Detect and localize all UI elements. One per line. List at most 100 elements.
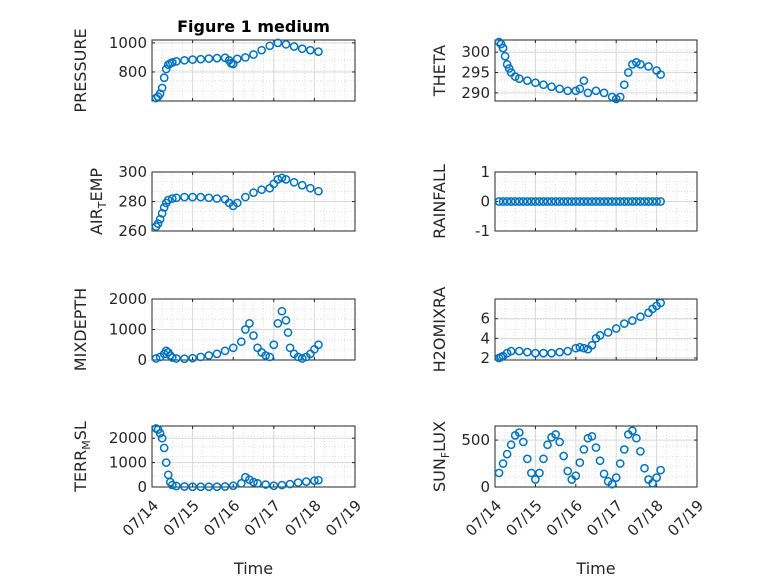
data-point: [644, 197, 653, 206]
data-point: [167, 58, 177, 67]
data-point: [514, 197, 524, 206]
data-point: [575, 84, 585, 94]
y-tick-label: 4: [480, 329, 490, 347]
data-point: [196, 352, 206, 362]
data-point: [652, 197, 661, 206]
data-point: [502, 197, 512, 206]
data-point: [563, 197, 573, 206]
y-tick-label: 300: [461, 43, 490, 61]
data-point: [615, 459, 625, 468]
axes-h2omixra: 2 46 H2OMIXRA: [430, 287, 698, 373]
y-tick-label: 0: [137, 478, 147, 496]
data-point: [232, 198, 242, 208]
data-point: [204, 193, 214, 203]
data-point: [599, 88, 609, 98]
data-point: [212, 53, 222, 63]
y-tick-label: 800: [118, 63, 147, 81]
data-point: [619, 197, 629, 206]
y-axis-label: H2OMIXRA: [430, 287, 449, 373]
data-point: [587, 340, 597, 350]
data-point: [636, 312, 645, 322]
data-point: [228, 481, 238, 491]
data-point: [551, 197, 560, 206]
axes-frame: [151, 39, 356, 102]
data-point: [636, 197, 645, 206]
data-point: [510, 197, 520, 206]
data-point: [579, 343, 589, 353]
data-point: [656, 298, 665, 308]
axes-rainfall: -1 0 1 RAINFALL: [430, 163, 698, 240]
data-point: [591, 197, 601, 206]
y-tick-label: 1: [480, 163, 490, 181]
y-tick-label: 295: [461, 64, 490, 82]
axes-frame: [494, 425, 698, 488]
data-point: [579, 197, 589, 206]
data-point: [656, 465, 665, 475]
data-point: [305, 183, 315, 193]
data-point: [277, 306, 287, 316]
data-point: [212, 194, 222, 203]
data-point: [628, 316, 637, 325]
data-point: [289, 177, 299, 187]
data-point: [522, 197, 532, 206]
data-point: [180, 354, 189, 364]
data-point: [204, 482, 214, 492]
data-point: [539, 454, 548, 464]
data-point: [212, 349, 222, 359]
data-point: [167, 480, 177, 490]
data-point: [535, 197, 544, 206]
data-point: [159, 443, 169, 453]
data-point: [506, 440, 516, 450]
y-tick-label: 2: [480, 349, 490, 367]
data-point: [228, 343, 238, 353]
data-point: [527, 468, 536, 478]
data-point: [603, 328, 613, 337]
data-point: [155, 428, 165, 438]
y-tick-label: 0: [480, 478, 490, 496]
data-point: [611, 197, 621, 206]
x-axis-label: Time: [575, 559, 615, 578]
data-point: [188, 192, 197, 202]
data-point: [583, 433, 593, 443]
data-point: [261, 351, 271, 360]
x-tick-label: 07/14: [119, 497, 162, 540]
y-tick-label: 280: [118, 193, 147, 211]
data-point: [273, 38, 283, 48]
data-point: [599, 197, 609, 206]
data-point: [547, 197, 556, 206]
data-point: [269, 340, 279, 350]
axes-frame: [494, 298, 698, 361]
data-point: [632, 197, 641, 206]
data-point: [167, 194, 177, 203]
data-point: [623, 68, 633, 77]
data-point: [261, 480, 271, 489]
data-point: [249, 50, 258, 59]
data-point: [555, 197, 564, 206]
data-point: [314, 47, 323, 56]
data-point: [265, 41, 275, 51]
data-point: [587, 197, 597, 206]
data-point: [494, 37, 504, 47]
data-point: [563, 86, 573, 96]
data-point: [502, 449, 512, 459]
data-point: [188, 482, 197, 492]
data-point: [161, 64, 171, 74]
data-point: [220, 482, 230, 491]
x-tick-label: 07/16: [543, 497, 586, 540]
data-point: [514, 74, 524, 83]
data-point: [273, 319, 283, 328]
data-point: [269, 481, 279, 491]
data-point: [283, 328, 293, 337]
data-point: [607, 197, 617, 206]
axes-pressure: 800 1000 PRESSURE Figure 1 medium: [71, 17, 356, 113]
data-point: [172, 354, 181, 363]
data-point: [547, 348, 556, 358]
data-point: [591, 443, 601, 452]
data-point: [285, 343, 295, 353]
x-tick-label: 07/17: [241, 497, 284, 540]
axes-mixdepth: 0 1000 2000 MIXDEPTH: [71, 288, 356, 371]
data-point: [496, 39, 506, 49]
data-point: [611, 473, 621, 482]
data-point: [157, 83, 167, 93]
